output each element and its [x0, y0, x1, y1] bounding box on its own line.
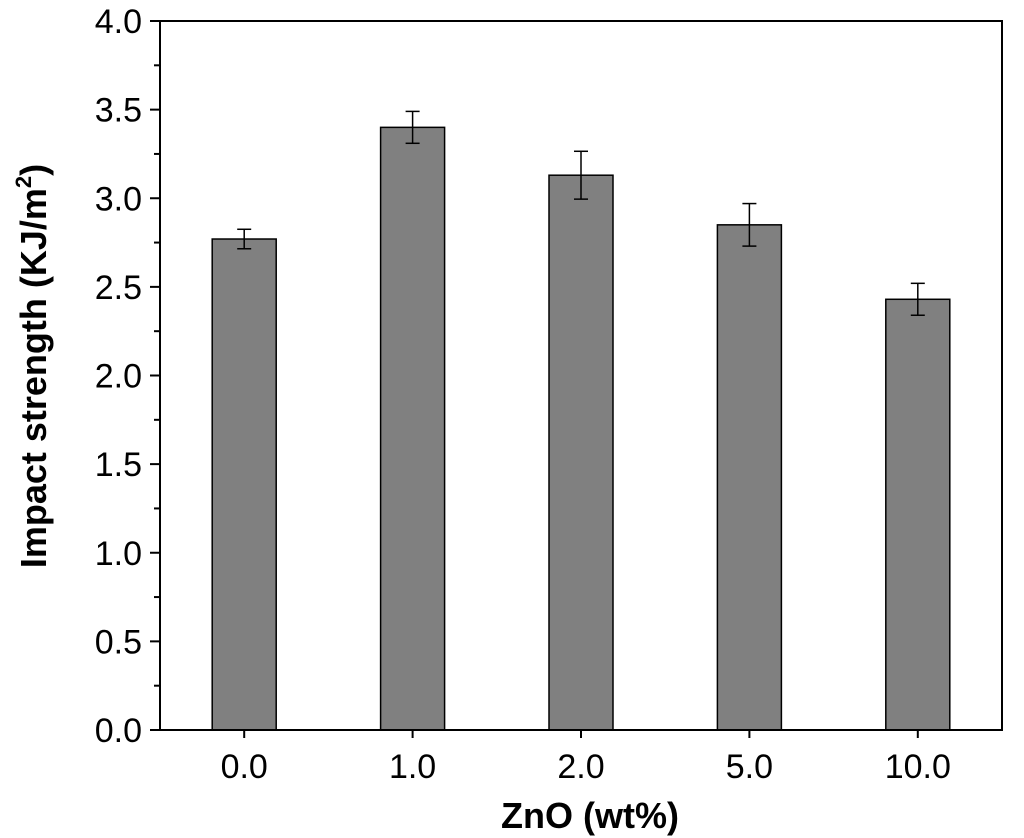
error-bars-layer — [237, 110, 925, 316]
bar-5.0 — [716, 224, 783, 731]
x-tick-label-5.0: 5.0 — [726, 748, 773, 786]
y-axis-title-main: Impact strength (KJ/m — [13, 188, 54, 568]
bar-10.0 — [885, 298, 951, 731]
error-bar-10.0 — [910, 282, 925, 316]
x-tick-label-10.0: 10.0 — [885, 748, 951, 786]
y-tick-label-1.0: 1.0 — [95, 535, 142, 573]
y-tick-label-3.0: 3.0 — [95, 180, 142, 218]
error-bar-5.0 — [742, 202, 757, 247]
y-axis-title-close: ) — [13, 164, 54, 176]
y-tick-label-0.0: 0.0 — [95, 712, 142, 750]
y-tick-label-3.5: 3.5 — [95, 92, 142, 130]
x-tick-label-1.0: 1.0 — [389, 748, 436, 786]
y-tick-label-0.5: 0.5 — [95, 623, 142, 661]
x-tick-label-2.0: 2.0 — [557, 748, 604, 786]
y-tick-label-2.5: 2.5 — [95, 269, 142, 307]
y-axis-title-superscript: 2 — [11, 176, 36, 188]
y-tick-label-1.5: 1.5 — [95, 446, 142, 484]
error-bar-2.0 — [574, 150, 588, 200]
x-ticks-layer: 0.0 1.0 2.0 5.0 10.0 — [221, 730, 951, 786]
bar-2.0 — [548, 174, 614, 731]
x-tick-label-0.0: 0.0 — [221, 748, 268, 786]
y-ticks-layer: 0.0 0.5 1.0 1.5 2.0 2.5 3.0 3.5 4.0 — [95, 3, 160, 750]
bar-1.0 — [379, 126, 446, 731]
x-axis-title: ZnO (wt%) — [501, 795, 679, 836]
error-bar-1.0 — [405, 110, 420, 145]
y-axis-title: Impact strength (KJ/m2) — [11, 164, 54, 568]
y-tick-label-4.0: 4.0 — [95, 3, 142, 41]
bar-0.0 — [211, 238, 277, 731]
y-tick-label-2.0: 2.0 — [95, 358, 142, 396]
error-bar-0.0 — [237, 228, 252, 250]
